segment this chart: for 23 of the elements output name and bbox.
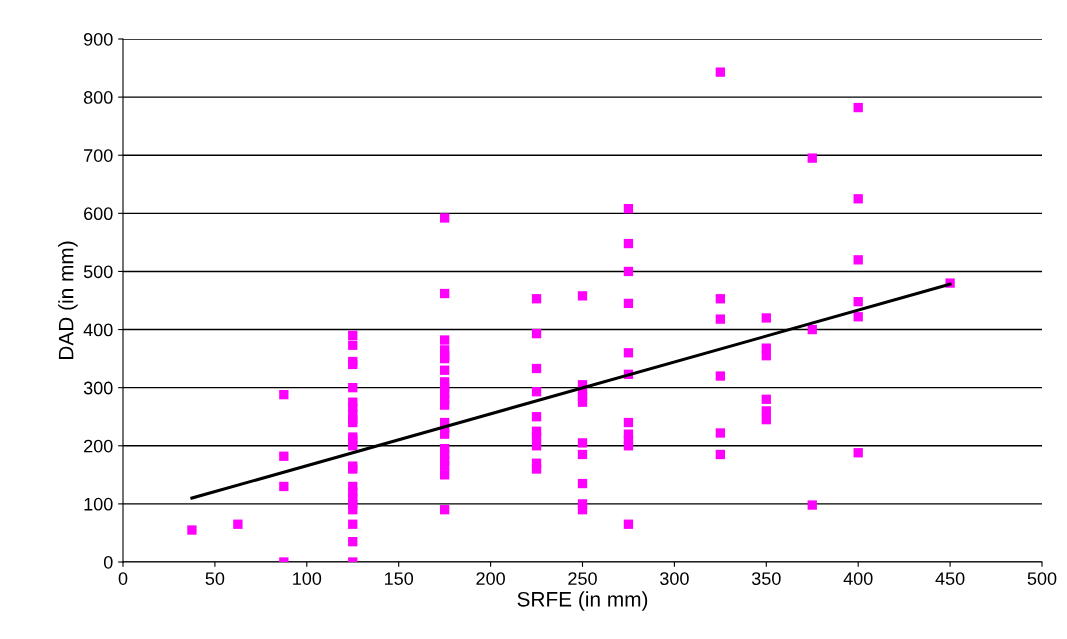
- x-tick-label: 250: [568, 572, 597, 585]
- y-axis-title: DAD (in mm): [58, 241, 78, 359]
- y-tick-label: 500: [83, 265, 113, 279]
- x-tick-label: 50: [205, 572, 225, 585]
- x-tick-label: 200: [476, 572, 505, 585]
- x-tick-label: 150: [385, 572, 414, 585]
- x-tick-label: 0: [118, 572, 128, 585]
- x-tick-label: 300: [660, 572, 689, 585]
- y-tick-label: 400: [83, 323, 113, 337]
- y-tick-label: 200: [84, 439, 113, 453]
- y-tick-label: 700: [84, 149, 113, 162]
- x-tick-label: 100: [293, 572, 322, 585]
- x-tick-label: 450: [935, 572, 965, 585]
- y-tick-label: 800: [83, 91, 113, 104]
- x-tick-label: 350: [751, 572, 781, 585]
- y-tick-label: 100: [84, 497, 113, 511]
- x-axis-title: SRFE (in mm): [517, 591, 648, 611]
- y-tick-label: 0: [103, 555, 113, 569]
- x-tick-label: 400: [843, 572, 873, 585]
- y-tick-label: 600: [84, 207, 113, 221]
- x-tick-label: 500: [1027, 572, 1057, 585]
- y-tick-label: 900: [84, 32, 113, 46]
- y-tick-label: 300: [83, 381, 113, 395]
